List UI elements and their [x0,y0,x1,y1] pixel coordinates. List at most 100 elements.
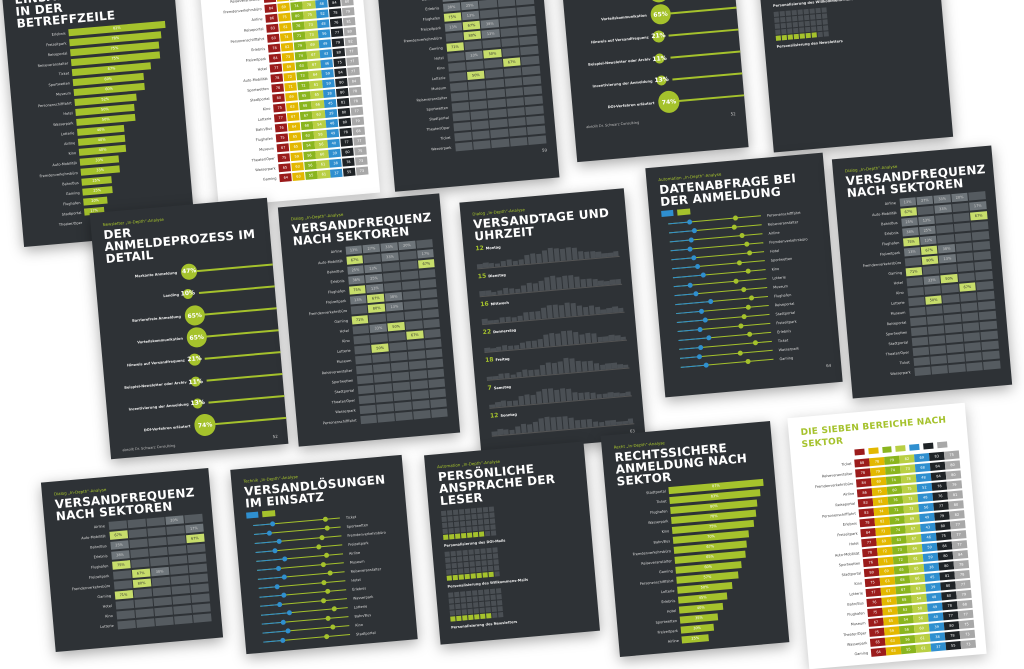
sector-label: Stadtportal [356,628,407,636]
infographic-page-versandfrequenz-nach-sektoren[interactable]: Dialog „In-Depth“-AnalyseVersandfrequenz… [832,145,1012,398]
heatmap-cell [151,576,170,586]
score-cell: 59 [321,69,334,78]
score-cell: 71 [878,556,893,565]
score-cell: 80 [338,117,351,126]
score-cell: 78 [348,86,361,95]
heatmap-cell: 33% [934,194,951,203]
score-cell: 63 [295,61,308,70]
weekday-name: Montag [486,245,501,250]
heatmap-cell: 25% [365,273,382,282]
hour-bar [490,404,495,407]
waffle-cell [455,598,460,603]
infographic-page-versandfrequenz-nach-sektoren[interactable]: Dialog „In-Depth“-AnalyseVersandfrequenz… [278,193,460,446]
infographic-page-page[interactable]: Ticket88787982698375Reiseveranstalter787… [198,0,380,207]
score-cell: 55 [946,641,961,650]
waffle-cell [449,598,454,603]
hour-bar [611,363,617,369]
waffle-cell [471,508,476,513]
waffle-cell [816,14,821,19]
waffle-cell [810,14,815,19]
hour-bar [491,348,496,351]
heatmap-cell [429,388,446,397]
score-cell: 46 [921,532,936,541]
waffle-cell [462,550,467,555]
score-cell: 81 [948,490,963,499]
heatmap-cell [973,241,990,250]
heatmap-cell: 13% [920,235,937,244]
heatmap-cell [130,558,149,568]
hour-bar [495,402,501,407]
score-cell: 64 [907,544,922,553]
score-cell: 74 [294,51,307,60]
blue-dot [704,362,709,367]
waffle-cell [469,555,474,560]
green-dot [753,340,758,345]
connector-line [674,95,744,103]
heatmap-cell [908,296,925,305]
heatmap-cell: 13% [918,215,935,224]
infographic-page-datenabfrage-bei-der-anmeldung[interactable]: Automation „In-Depth“-AnalyseDatenabfrag… [645,153,842,398]
green-dot [739,233,744,238]
waffle-cell [442,523,447,528]
blue-segment [678,329,699,332]
waffle-cell [493,553,498,558]
infographic-page-versandlösungen-im-einsatz[interactable]: Technik „In-Depth“-AnalyseVersandlösunge… [230,455,417,654]
infographic-page-persönliche-ansprache-der-leser[interactable]: Automation „In-Depth“-AnalysePersönliche… [424,441,600,644]
infographic-page-versandfrequenz-nach-sektoren[interactable]: Dialog „In-Depth“-AnalyseVersandfrequenz… [41,468,223,652]
heatmap-cell [189,573,208,583]
infographic-page-die-sieben-bereiche-nach-sektor[interactable]: Die sieben Bereiche nach Sektor Ticket88… [787,403,986,669]
blue-dot [687,282,692,287]
infographic-page-versandtage-und-uhrzeit[interactable]: Dialog „In-Depth“-AnalyseVersandtage und… [459,188,645,452]
weekday-name: Dienstag [488,273,506,279]
heatmap-cell [168,555,187,565]
score-cell: 56 [303,150,316,159]
waffle-cell [454,522,459,527]
waffle-cell [479,531,484,536]
heatmap-cell [419,278,436,287]
heatmap-cell [410,370,427,379]
heatmap-cell [519,35,537,44]
waffle-cell [490,518,495,523]
score-cell: 43 [320,49,333,58]
heatmap-cell [976,280,993,289]
waffle-cell [798,15,803,20]
score-cell: 59 [922,542,937,551]
infographic-page-der-anmeldeprozess-im-detail[interactable]: Newsletter „In-Depth“-AnalyseDer Anmelde… [90,198,289,460]
blue-segment [256,558,282,562]
heatmap-cell [469,100,487,109]
score-cell: 83 [929,451,944,460]
score-cell: 56 [304,160,317,169]
heatmap-cell [413,410,430,419]
waffle-cell [453,575,458,580]
legend-swatch [896,445,906,452]
heatmap-cell [390,351,407,360]
score-cell: 80 [946,470,961,479]
score-cell: 63 [301,131,314,140]
heatmap-cell: 75% [348,285,365,294]
waffle-cell [811,26,816,31]
page-number: 64 [826,363,832,368]
green-dot [745,359,750,364]
heatmap-cell [191,593,210,603]
score-cell: 74 [886,475,901,484]
score-cell: 63 [286,102,299,111]
waffle-cell [478,525,483,530]
infographic-page-page[interactable]: Airline13%27%33%20%Auto-Mobilität67%33%1… [376,0,560,192]
hour-bar [584,252,590,259]
score-cell: 75 [303,10,316,19]
score-cell: 75 [276,133,289,142]
heatmap-cell [468,80,486,89]
heatmap-cell [403,300,420,309]
infographic-page-rechtssichere-anmeldung-nach-sektor[interactable]: Recht „In-Depth“-AnalyseRechtssichere An… [601,421,790,657]
score-cell: 81 [337,97,350,106]
score-cell: 48 [326,118,339,127]
heatmap-cell [422,308,439,317]
heatmap-cell [391,361,408,370]
heatmap-cell [403,290,420,299]
score-cell: 74 [290,1,303,10]
blue-segment [681,365,704,369]
heatmap-cell [942,293,959,302]
score-cell: 78 [303,0,316,9]
